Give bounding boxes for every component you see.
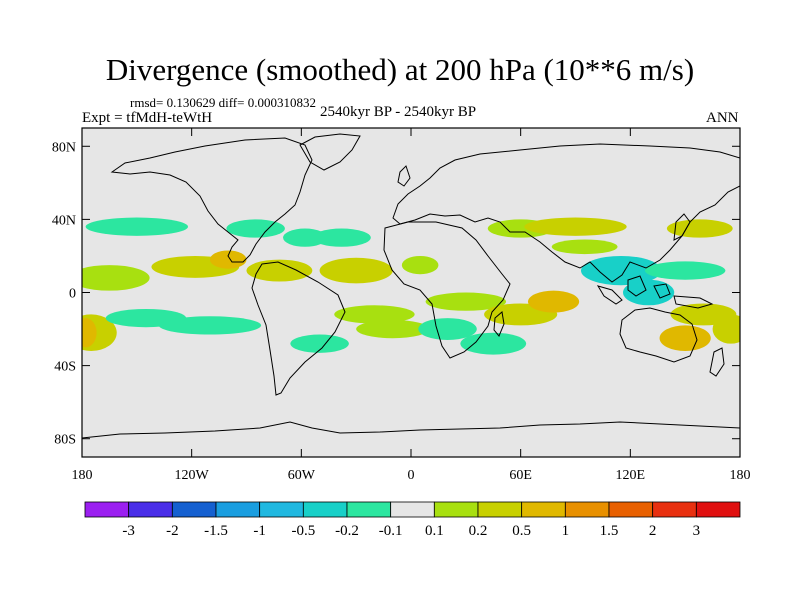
x-tick-label: 60W	[288, 468, 316, 483]
colorbar-label: 3	[693, 523, 701, 539]
x-tick-label: 180	[72, 468, 93, 483]
colorbar-label: 0.2	[469, 523, 488, 539]
contour-region	[312, 228, 371, 247]
contour-region	[659, 325, 711, 351]
contour-region	[283, 228, 327, 247]
contour-region	[712, 314, 740, 344]
colorbar-swatch	[564, 501, 610, 518]
y-tick-label: 80S	[54, 433, 76, 448]
contour-region	[418, 318, 477, 341]
experiment-label: Expt = tfMdH-teWtH	[82, 110, 213, 126]
coastline-indonesia	[596, 275, 714, 309]
colorbar-swatch	[608, 501, 654, 518]
contour-region	[425, 292, 507, 311]
colorbar-label: -0.2	[335, 523, 359, 539]
coastline-madagascar	[493, 311, 505, 337]
colorbar-swatch	[346, 501, 392, 518]
colorbar-swatch	[521, 501, 566, 518]
colorbar-label: 0.5	[512, 523, 531, 539]
colorbar-label: -3	[122, 523, 135, 539]
colorbar: -3 -2 -1.5 -1 -0.5 -0.2 -0.1 0.1 0.2 0.5 1 1.5 2 3	[84, 501, 741, 539]
contour-fields	[82, 217, 740, 355]
colorbar-swatch	[128, 501, 173, 518]
contour-region	[666, 219, 733, 238]
y-tick-label: 40S	[54, 360, 76, 375]
contour-region	[524, 217, 627, 236]
colorbar-label: -2	[166, 523, 179, 539]
x-tick-label: 0	[408, 468, 415, 483]
colorbar-swatch	[652, 501, 697, 518]
contour-region	[158, 316, 262, 335]
colorbar-swatch	[390, 501, 435, 518]
contour-region	[82, 318, 97, 348]
period-label: 2540kyr BP - 2540kyr BP	[320, 104, 477, 120]
colorbar-swatch	[433, 501, 479, 518]
colorbar-swatch	[302, 501, 348, 518]
coastline-south-america	[251, 261, 346, 396]
chart-title: Divergence (smoothed) at 200 hPa (10**6 …	[105, 52, 695, 87]
contour-region	[644, 261, 726, 280]
colorbar-swatch	[215, 501, 261, 518]
axes: 180 120W 60W 0 60E 120E 180 80N 40N 0 40S 80S	[52, 128, 751, 483]
contour-region	[334, 305, 415, 324]
contour-region	[290, 334, 349, 353]
contour-region	[460, 332, 527, 355]
colorbar-label: 0.1	[425, 523, 444, 539]
coastline-greenland	[299, 133, 361, 171]
coastline-uk	[397, 165, 411, 187]
contour-region	[209, 250, 247, 269]
colorbar-label: 2	[649, 523, 657, 539]
colorbar-swatch	[259, 501, 304, 518]
stats-label: rmsd= 0.130629 diff= 0.000310832	[130, 95, 316, 110]
colorbar-swatch	[477, 501, 523, 518]
coastline-japan	[673, 213, 691, 241]
coastline-north-america	[110, 137, 313, 263]
contour-region	[82, 265, 150, 291]
season-label: ANN	[706, 110, 739, 126]
colorbar-label: -0.5	[291, 523, 315, 539]
colorbar-swatch	[84, 501, 130, 518]
contour-region	[319, 257, 393, 284]
x-tick-label: 60E	[509, 468, 532, 483]
coastline-antarctica	[82, 421, 740, 439]
coastline-australia	[619, 307, 698, 363]
colorbar-label: -0.1	[379, 523, 403, 539]
x-tick-label: 120E	[616, 468, 646, 483]
contour-region	[401, 255, 439, 275]
colorbar-label: 1.5	[600, 523, 619, 539]
colorbar-label: -1	[253, 523, 266, 539]
contour-region	[623, 279, 675, 306]
coastline-eurasia	[392, 143, 740, 283]
x-tick-label: 180	[730, 468, 751, 483]
coastline-africa	[383, 221, 511, 359]
contour-region	[551, 239, 618, 255]
contour-region	[527, 290, 580, 313]
colorbar-label: -1.5	[204, 523, 228, 539]
colorbar-swatch	[695, 501, 741, 518]
colorbar-swatch	[171, 501, 217, 518]
coastline-new-zealand	[709, 347, 725, 377]
contour-region	[356, 319, 430, 339]
coastlines	[82, 133, 740, 439]
contour-region	[246, 259, 313, 282]
colorbar-label: 1	[562, 523, 570, 539]
contour-region	[85, 217, 189, 236]
y-tick-label: 0	[69, 287, 76, 302]
x-tick-label: 120W	[175, 468, 210, 483]
contour-region	[226, 219, 285, 238]
y-tick-label: 80N	[52, 140, 76, 155]
y-tick-label: 40N	[52, 213, 76, 228]
